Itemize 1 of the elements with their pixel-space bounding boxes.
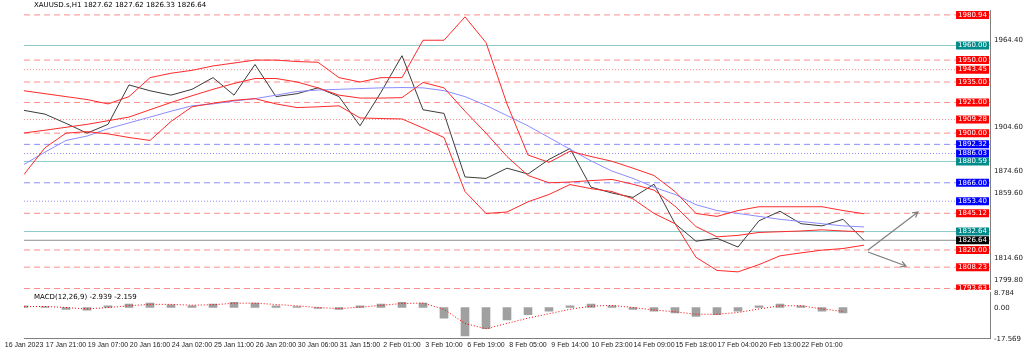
line-series (23, 302, 844, 330)
